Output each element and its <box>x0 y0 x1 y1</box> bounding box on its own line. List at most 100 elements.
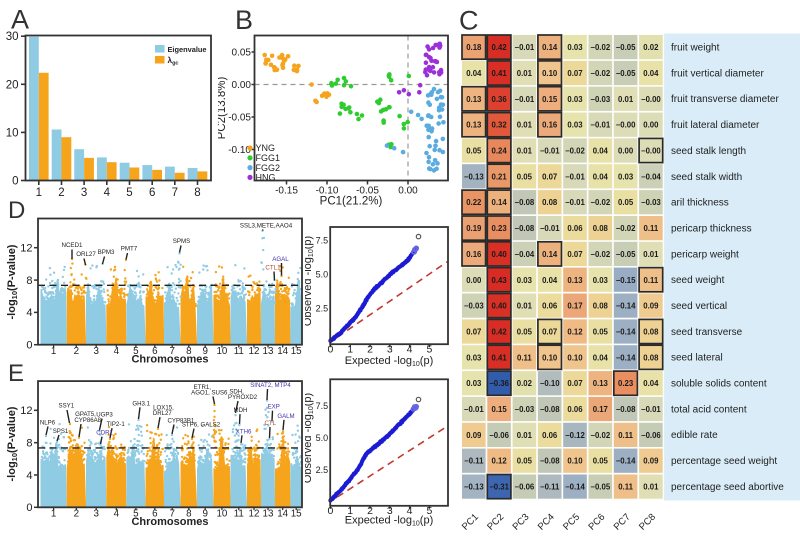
svg-text:−0.01: −0.01 <box>515 43 535 52</box>
svg-text:−0.02: −0.02 <box>590 198 610 207</box>
svg-text:12: 12 <box>20 405 32 417</box>
svg-text:0.09: 0.09 <box>643 302 659 311</box>
svg-text:Observed -log10(p): Observed -log10(p) <box>305 236 315 326</box>
svg-text:PC1: PC1 <box>460 512 481 533</box>
svg-text:−0.06: −0.06 <box>641 431 661 440</box>
svg-text:−0.03: −0.03 <box>590 95 610 104</box>
svg-text:MDH: MDH <box>234 407 248 414</box>
svg-text:seed transverse: seed transverse <box>671 327 743 338</box>
svg-text:0.23: 0.23 <box>618 379 634 388</box>
svg-text:0.12: 0.12 <box>567 328 583 337</box>
svg-text:−0.03: −0.03 <box>515 405 535 414</box>
svg-text:10: 10 <box>216 346 227 357</box>
svg-text:D: D <box>8 200 25 224</box>
svg-text:5: 5 <box>426 505 432 517</box>
svg-text:0.06: 0.06 <box>542 431 558 440</box>
svg-text:0.07: 0.07 <box>567 69 582 78</box>
svg-text:CTL: CTL <box>265 420 277 427</box>
svg-text:Expected -log10(p): Expected -log10(p) <box>345 514 434 527</box>
svg-text:0.10: 0.10 <box>542 353 558 362</box>
svg-text:−0.08: −0.08 <box>515 224 535 233</box>
svg-text:7: 7 <box>172 187 178 199</box>
svg-text:0.15: 0.15 <box>492 405 508 414</box>
svg-text:0.11: 0.11 <box>618 431 633 440</box>
svg-text:0.15: 0.15 <box>542 95 558 104</box>
svg-text:10: 10 <box>216 509 227 520</box>
svg-text:0.06: 0.06 <box>542 302 558 311</box>
svg-text:0.05: 0.05 <box>593 457 609 466</box>
svg-text:4: 4 <box>104 187 111 199</box>
svg-text:−0.13: −0.13 <box>464 483 484 492</box>
svg-text:PC8: PC8 <box>637 512 658 533</box>
svg-text:−0.01: −0.01 <box>565 172 585 181</box>
svg-text:PYROXD2: PYROXD2 <box>228 394 258 401</box>
svg-text:−0.00: −0.00 <box>641 147 661 156</box>
svg-text:0.04: 0.04 <box>643 379 659 388</box>
svg-text:B: B <box>235 5 253 35</box>
svg-text:−0.01: −0.01 <box>515 95 535 104</box>
svg-text:0.05: 0.05 <box>517 172 533 181</box>
svg-text:−0.11: −0.11 <box>540 483 560 492</box>
svg-text:−0.02: −0.02 <box>590 69 610 78</box>
svg-text:2: 2 <box>367 505 373 517</box>
svg-text:0.12: 0.12 <box>492 457 508 466</box>
svg-text:0.41: 0.41 <box>492 69 508 78</box>
svg-text:3: 3 <box>387 505 393 517</box>
svg-text:1: 1 <box>51 509 56 520</box>
svg-text:0.08: 0.08 <box>542 198 558 207</box>
svg-text:0.06: 0.06 <box>567 224 583 233</box>
svg-text:0.06: 0.06 <box>567 405 583 414</box>
svg-text:0.03: 0.03 <box>517 276 533 285</box>
svg-text:NLP6: NLP6 <box>40 420 56 427</box>
svg-text:PC2: PC2 <box>485 512 506 533</box>
svg-text:percentage seed weight: percentage seed weight <box>671 456 777 467</box>
svg-text:−0.08: −0.08 <box>515 198 535 207</box>
svg-text:−0.02: −0.02 <box>590 431 610 440</box>
svg-text:−0.06: −0.06 <box>515 483 535 492</box>
svg-text:STP6, GALS2: STP6, GALS2 <box>182 422 221 429</box>
svg-text:13: 13 <box>263 346 274 357</box>
svg-text:0.01: 0.01 <box>517 121 533 130</box>
svg-text:15: 15 <box>291 509 302 520</box>
svg-text:0: 0 <box>327 344 333 356</box>
svg-text:FGG2: FGG2 <box>256 163 281 173</box>
svg-text:0.05: 0.05 <box>517 457 533 466</box>
svg-text:0.04: 0.04 <box>593 147 609 156</box>
svg-text:-0.05: -0.05 <box>228 113 251 124</box>
svg-text:−0.01: −0.01 <box>540 224 560 233</box>
svg-text:−0.12: −0.12 <box>565 431 585 440</box>
svg-text:−0.01: −0.01 <box>565 198 585 207</box>
svg-text:0.04: 0.04 <box>466 69 482 78</box>
svg-text:3: 3 <box>81 187 87 199</box>
svg-text:0.03: 0.03 <box>567 121 583 130</box>
svg-text:5: 5 <box>133 346 139 357</box>
svg-text:0.01: 0.01 <box>643 250 659 259</box>
svg-text:−0.10: −0.10 <box>540 379 560 388</box>
svg-text:−0.13: −0.13 <box>464 172 484 181</box>
svg-text:0: 0 <box>26 340 32 352</box>
svg-text:0.13: 0.13 <box>466 121 482 130</box>
svg-text:FGG1: FGG1 <box>256 153 281 163</box>
svg-text:0.08: 0.08 <box>643 353 659 362</box>
svg-text:ETR1,: ETR1, <box>194 384 212 391</box>
svg-text:−0.02: −0.02 <box>590 250 610 259</box>
svg-text:0.02: 0.02 <box>517 379 533 388</box>
svg-text:2.5: 2.5 <box>316 303 329 313</box>
svg-text:8: 8 <box>26 438 32 450</box>
svg-text:−0.02: −0.02 <box>565 147 585 156</box>
svg-text:pericarp weight: pericarp weight <box>671 249 739 260</box>
svg-text:0.03: 0.03 <box>567 95 583 104</box>
svg-text:Observed -log10(p): Observed -log10(p) <box>305 393 315 483</box>
svg-text:4: 4 <box>407 505 413 517</box>
svg-text:aril thickness: aril thickness <box>671 198 729 209</box>
svg-text:30: 30 <box>6 31 19 43</box>
svg-text:Chromosomes: Chromosomes <box>131 354 208 366</box>
svg-text:0.14: 0.14 <box>542 250 558 259</box>
svg-text:−0.14: −0.14 <box>616 457 636 466</box>
svg-text:0.04: 0.04 <box>542 276 558 285</box>
svg-text:0.03: 0.03 <box>466 379 482 388</box>
svg-text:BPM3: BPM3 <box>98 249 115 256</box>
svg-text:0.11: 0.11 <box>644 276 659 285</box>
svg-text:14: 14 <box>277 509 288 520</box>
svg-text:2: 2 <box>74 346 79 357</box>
